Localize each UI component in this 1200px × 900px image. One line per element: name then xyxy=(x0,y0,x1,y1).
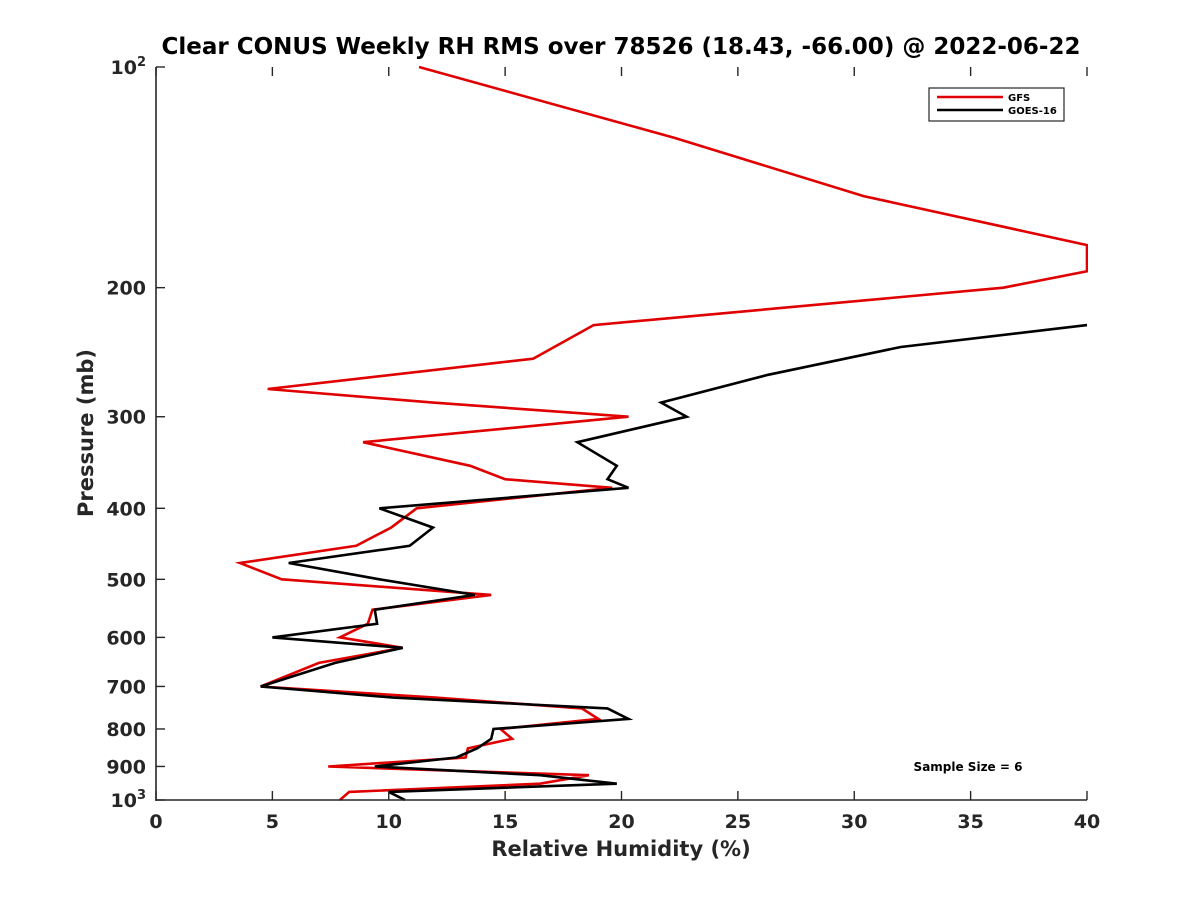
y-tick-label: 400 xyxy=(106,498,146,520)
legend-box xyxy=(928,87,1065,122)
legend-label: GOES-16 xyxy=(1008,106,1057,117)
legend: GFS GOES-16 xyxy=(928,87,1065,122)
x-tick-label: 5 xyxy=(266,811,279,833)
y-tick-label: 700 xyxy=(106,676,146,698)
x-tick-label: 35 xyxy=(957,811,983,833)
y-axis-label: Pressure (mb) xyxy=(74,349,98,517)
y-tick-label: 200 xyxy=(106,278,146,300)
sample-size-annotation: Sample Size = 6 xyxy=(914,760,1023,774)
y-tick-label: 900 xyxy=(106,756,146,778)
y-tick-label: 500 xyxy=(106,569,146,591)
y-tick-label: 103 xyxy=(111,788,147,812)
legend-entries: GFS GOES-16 xyxy=(937,93,1057,117)
x-tick-label: 20 xyxy=(608,811,634,833)
x-tick-label: 30 xyxy=(841,811,867,833)
x-tick-label: 25 xyxy=(725,811,751,833)
series-line-goes-16 xyxy=(260,323,1088,802)
chart-title: Clear CONUS Weekly RH RMS over 78526 (18… xyxy=(162,34,1081,60)
legend-label: GFS xyxy=(1008,93,1030,104)
x-ticks: 0 5 10 15 20 25 30 35 40 xyxy=(149,67,1100,833)
x-axis-label: Relative Humidity (%) xyxy=(491,837,750,861)
series-layer xyxy=(234,65,1088,802)
y-tick-label: 800 xyxy=(106,719,146,741)
y-tick-label: 102 xyxy=(111,55,147,79)
x-tick-label: 0 xyxy=(149,811,162,833)
x-tick-label: 40 xyxy=(1074,811,1100,833)
y-tick-label: 300 xyxy=(106,407,146,429)
x-tick-label: 15 xyxy=(492,811,518,833)
y-tick-label: 600 xyxy=(106,627,146,649)
x-tick-label: 10 xyxy=(376,811,402,833)
plot-area: 0 5 10 15 20 25 30 35 40 102 200 300 400 500 600 700 80… xyxy=(106,55,1100,833)
series-line-gfs xyxy=(234,65,1088,801)
y-ticks: 102 200 300 400 500 600 700 800 900 103 xyxy=(106,55,165,812)
